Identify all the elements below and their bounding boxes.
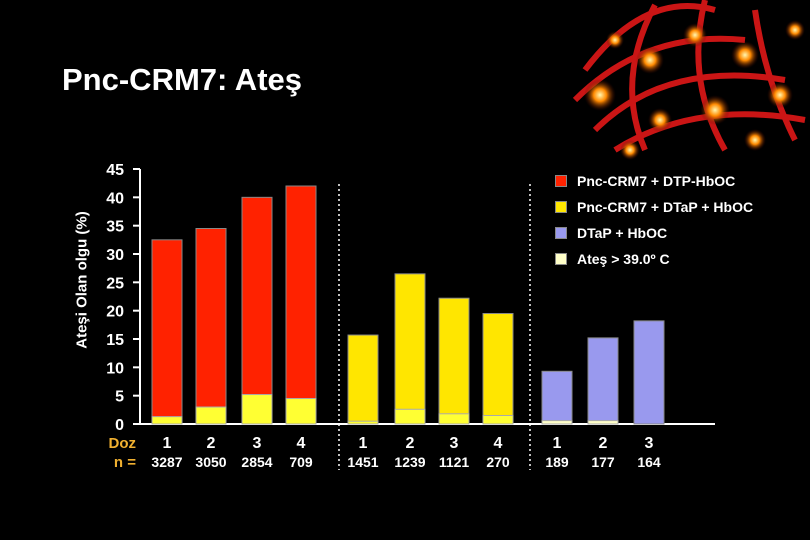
y-tick-label: 0 [115, 417, 124, 434]
n-label: 2854 [241, 454, 272, 470]
dose-label: 4 [494, 435, 503, 452]
n-label: 270 [486, 454, 510, 470]
dose-label: 3 [645, 435, 654, 452]
fever-bar [195, 406, 227, 425]
dose-row-label: Doz [109, 435, 137, 452]
dose-label: 4 [297, 435, 306, 452]
legend-swatch [555, 253, 567, 265]
bar [347, 334, 379, 425]
slide-title: Pnc-CRM7: Ateş [62, 62, 302, 97]
fever-bar [394, 408, 426, 425]
y-tick-label: 20 [106, 304, 124, 321]
decorative-fireworks-image [572, 0, 806, 160]
dose-label: 1 [359, 435, 368, 452]
fever-bar [587, 420, 619, 425]
bar [541, 370, 573, 425]
n-label: 1451 [347, 454, 378, 470]
bar [394, 273, 426, 425]
y-tick-label: 40 [106, 190, 124, 207]
y-tick-label: 5 [115, 389, 124, 406]
n-label: 189 [545, 454, 569, 470]
bar [151, 239, 183, 425]
fever-bar [151, 416, 183, 425]
fever-bar [347, 420, 379, 425]
y-tick-label: 15 [106, 332, 124, 349]
dose-label: 3 [450, 435, 459, 452]
n-label: 1239 [394, 454, 425, 470]
y-tick-label: 30 [106, 247, 124, 264]
legend-swatch [555, 227, 567, 239]
dose-label: 1 [163, 435, 172, 452]
dose-label: 3 [253, 435, 262, 452]
dose-label: 2 [599, 435, 608, 452]
fever-bar [482, 415, 514, 425]
legend-label: DTaP + HbOC [577, 225, 668, 241]
legend-item: DTaP + HbOC [555, 220, 753, 246]
y-tick-label: 25 [106, 275, 124, 292]
dose-label: 1 [553, 435, 562, 452]
y-tick-label: 10 [106, 360, 124, 377]
n-label: 3287 [151, 454, 182, 470]
fever-bar [541, 420, 573, 425]
fever-bar [438, 413, 470, 425]
bar [587, 337, 619, 425]
y-tick-label: 45 [106, 162, 124, 179]
n-label: 709 [289, 454, 313, 470]
bar [241, 196, 273, 425]
legend-swatch [555, 201, 567, 213]
legend-label: Pnc-CRM7 + DTaP + HbOC [577, 199, 754, 215]
n-label: 164 [637, 454, 661, 470]
legend-label: Pnc-CRM7 + DTP-HbOC [577, 173, 736, 189]
fever-bar [241, 394, 273, 425]
n-label: 177 [591, 454, 615, 470]
legend-swatch [555, 175, 567, 187]
dose-label: 2 [406, 435, 415, 452]
chart-legend: Pnc-CRM7 + DTP-HbOC Pnc-CRM7 + DTaP + HbO… [555, 168, 753, 272]
fever-bar [285, 398, 317, 425]
n-label: 1121 [439, 454, 470, 470]
bar [285, 185, 317, 425]
bar [438, 297, 470, 425]
legend-label: Ateş > 39.0º C [577, 251, 670, 267]
legend-item: Pnc-CRM7 + DTaP + HbOC [555, 194, 753, 220]
n-label: 3050 [195, 454, 226, 470]
legend-item: Ateş > 39.0º C [555, 246, 753, 272]
y-tick-label: 35 [106, 219, 124, 236]
bar [482, 313, 514, 425]
n-row-label: n = [114, 454, 136, 471]
bar [633, 320, 665, 425]
bar [195, 228, 227, 425]
dose-label: 2 [207, 435, 216, 452]
legend-item: Pnc-CRM7 + DTP-HbOC [555, 168, 753, 194]
